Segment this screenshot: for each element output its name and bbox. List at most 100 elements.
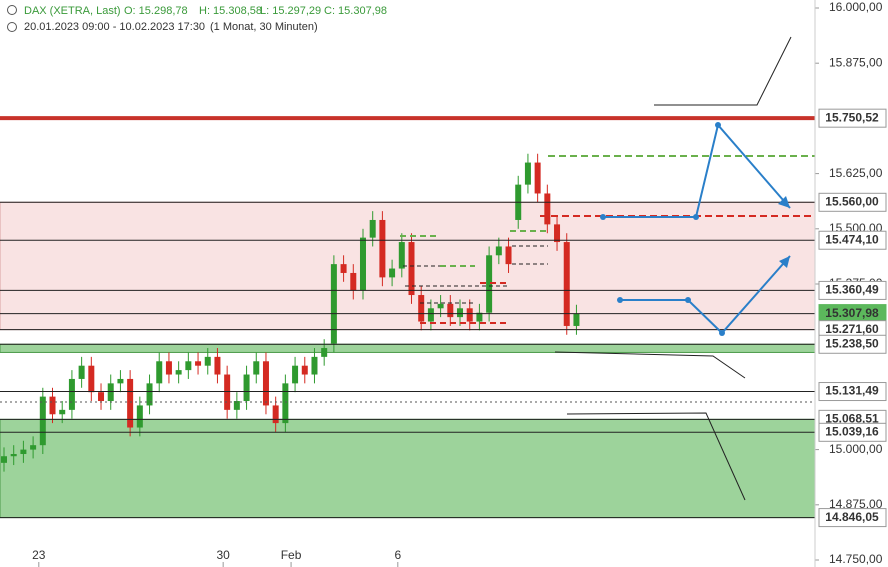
- level-label-box: [818, 422, 887, 442]
- level-label: 15.238,50: [825, 336, 879, 350]
- candle-body: [524, 162, 531, 185]
- candle-body: [204, 356, 211, 366]
- forecast-arrow: [603, 122, 791, 218]
- interval: (1 Monat, 30 Minuten): [210, 21, 318, 33]
- candle-body: [534, 162, 541, 194]
- candle-body: [398, 242, 405, 269]
- candle-body: [20, 449, 27, 455]
- arrow-head: [779, 256, 790, 268]
- candle-body: [457, 308, 464, 318]
- candle-body: [359, 237, 366, 291]
- icon: [7, 5, 17, 15]
- y-tick-label: 14.875,00: [829, 497, 883, 511]
- drawings: [0, 36, 815, 501]
- candle-body: [466, 308, 473, 322]
- candle-body: [88, 365, 95, 393]
- ohlc-label: H: 15.308,58: [199, 5, 262, 17]
- candle-body: [282, 383, 289, 424]
- candle-body: [146, 383, 153, 406]
- candle-body: [369, 219, 376, 238]
- candle-body: [39, 396, 46, 446]
- candle-body: [233, 401, 240, 410]
- candle-body: [321, 348, 328, 357]
- candle-body: [243, 374, 250, 402]
- candle-body: [379, 219, 386, 278]
- candle-body: [301, 365, 308, 375]
- candle-body: [49, 396, 56, 415]
- candle-body: [486, 255, 493, 313]
- candle-body: [262, 361, 269, 406]
- candle-body: [389, 268, 396, 278]
- zone: [0, 201, 816, 331]
- candle-body: [10, 454, 17, 457]
- level-label-box: [818, 230, 887, 250]
- y-tick-label: 14.750,00: [829, 552, 883, 566]
- candle-body: [253, 361, 260, 375]
- levels: 15.750,52 15.560,00 15.474,10 15.360,49 15.3…: [0, 108, 887, 528]
- level-label-box: [818, 508, 887, 528]
- x-tick-label: 30: [216, 548, 230, 562]
- candle-body: [573, 313, 580, 326]
- candle-body: [136, 405, 143, 428]
- anchor-point: [600, 214, 606, 220]
- anchor-point: [693, 214, 699, 220]
- candle-body: [554, 224, 561, 243]
- anchor-point: [685, 297, 691, 303]
- candle-body: [408, 242, 415, 296]
- candle-body: [1, 456, 7, 463]
- candle-body: [292, 365, 299, 384]
- trend-line: [654, 36, 792, 106]
- y-tick-label: 15.875,00: [829, 55, 883, 69]
- candle-body: [127, 378, 134, 428]
- level-label: 15.068,51: [825, 412, 879, 426]
- candle-body: [185, 361, 192, 371]
- x-tick-label: Feb: [281, 548, 302, 562]
- anchor-point: [715, 122, 721, 128]
- level-label: 15.360,49: [825, 283, 879, 297]
- chart-title: DAX (XETRA, Last): [24, 5, 121, 17]
- candle-body: [330, 264, 337, 344]
- candle-body: [195, 361, 202, 366]
- x-tick-label: 23: [32, 548, 46, 562]
- level-label-box: [818, 334, 887, 354]
- candle-body: [350, 272, 357, 291]
- level-label: 15.039,16: [825, 424, 879, 438]
- candle-body: [505, 246, 512, 265]
- subtitle: 20.01.2023 09:00 - 10.02.2023 17:30: [24, 21, 205, 33]
- candle-body: [98, 392, 105, 402]
- ohlc-label: L: 15.297,29: [260, 5, 321, 17]
- candle-body: [544, 193, 551, 225]
- y-tick-label: 15.625,00: [829, 166, 883, 180]
- candle-body: [156, 361, 163, 384]
- arrow-head: [778, 196, 790, 208]
- candle-body: [59, 409, 66, 415]
- candle-body: [107, 383, 114, 402]
- trend-line: [554, 351, 746, 379]
- level-label: 14.846,05: [825, 510, 879, 524]
- zone: [0, 343, 816, 353]
- y-tick-label: 16.000,00: [829, 0, 883, 14]
- ohlc-label: O: 15.298,78: [124, 5, 188, 17]
- level-label-box: [818, 108, 887, 128]
- zones: [0, 201, 816, 519]
- candle-body: [563, 242, 570, 326]
- anchor-point: [719, 330, 725, 336]
- candle-body: [30, 445, 37, 450]
- ohlc-label: C: 15.307,98: [324, 5, 387, 17]
- candle-body: [224, 374, 231, 410]
- header-bg: [0, 0, 400, 36]
- level-label-box: [818, 192, 887, 212]
- candle-body: [78, 365, 85, 379]
- candle-body: [447, 303, 454, 318]
- candle-body: [165, 361, 172, 375]
- candles: [1, 153, 580, 472]
- candle-body: [427, 308, 434, 322]
- level-label: 15.131,49: [825, 384, 879, 398]
- level-label-box: [818, 382, 887, 402]
- candle-body: [68, 378, 75, 410]
- candle-body: [311, 356, 318, 375]
- level-label: 15.307,98: [825, 306, 879, 320]
- level-label: 15.750,52: [825, 110, 879, 124]
